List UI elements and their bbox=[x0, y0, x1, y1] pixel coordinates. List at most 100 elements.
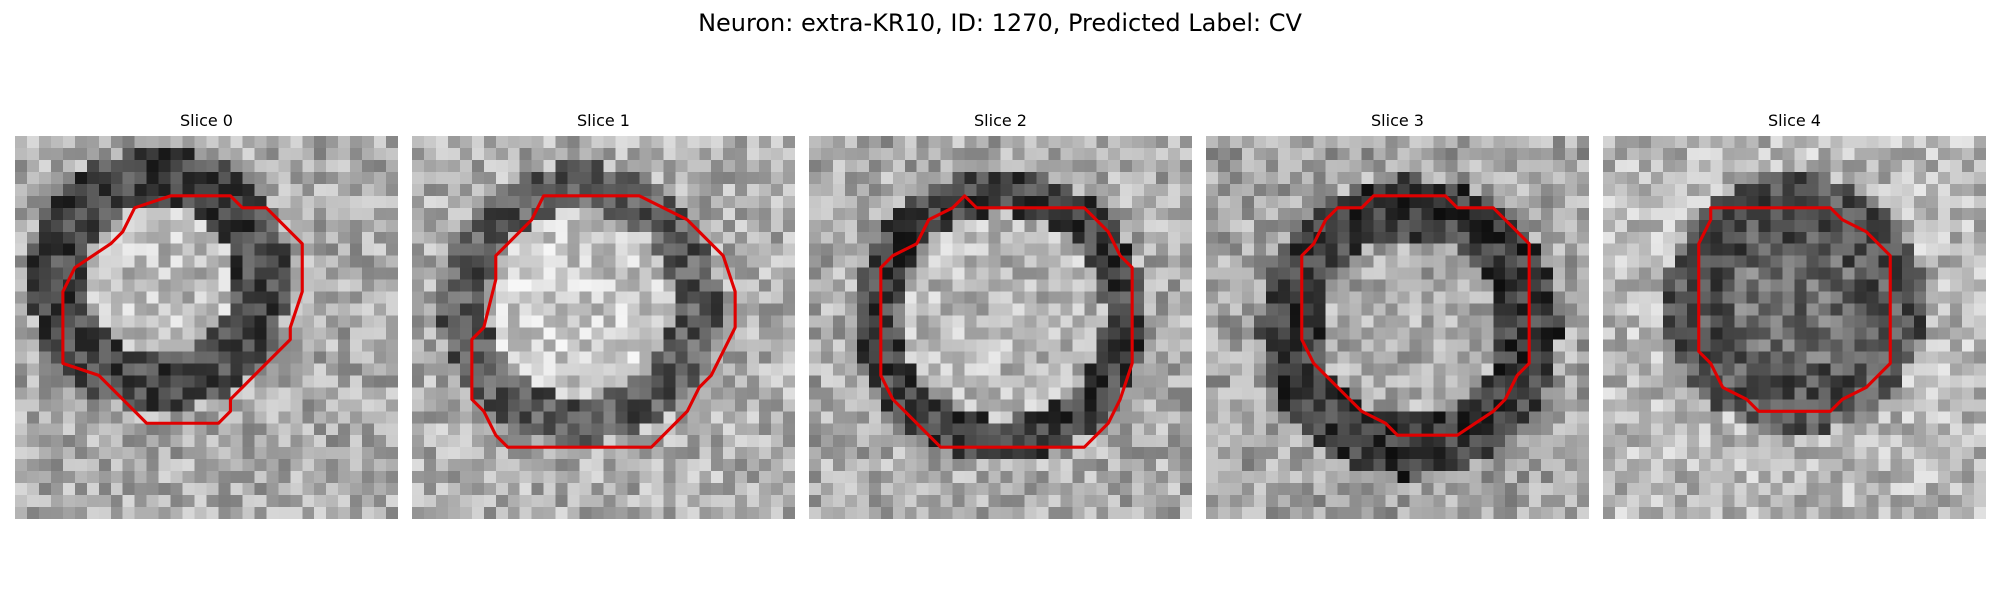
image-pixel bbox=[326, 183, 339, 197]
image-pixel bbox=[158, 159, 171, 173]
image-pixel bbox=[832, 303, 846, 316]
image-pixel bbox=[639, 387, 652, 400]
image-pixel bbox=[1084, 339, 1097, 352]
image-pixel bbox=[988, 375, 1001, 388]
image-pixel bbox=[194, 339, 207, 352]
image-pixel bbox=[1674, 231, 1688, 244]
image-pixel bbox=[1962, 147, 1975, 161]
image-pixel bbox=[1144, 147, 1157, 161]
image-pixel bbox=[1241, 171, 1255, 185]
image-pixel bbox=[86, 411, 100, 424]
image-pixel bbox=[1950, 363, 1963, 376]
image-pixel bbox=[711, 507, 724, 519]
image-pixel bbox=[1890, 315, 1903, 328]
image-pixel bbox=[38, 136, 52, 149]
image-pixel bbox=[771, 339, 784, 352]
image-pixel bbox=[423, 207, 437, 221]
image-pixel bbox=[110, 315, 123, 328]
image-pixel bbox=[1421, 447, 1434, 460]
image-pixel bbox=[374, 375, 387, 388]
image-pixel bbox=[62, 159, 76, 173]
image-pixel bbox=[603, 207, 616, 221]
image-pixel bbox=[1096, 363, 1109, 376]
image-pixel bbox=[1060, 183, 1073, 197]
image-pixel bbox=[723, 483, 736, 496]
image-pixel bbox=[916, 207, 929, 221]
image-pixel bbox=[1277, 471, 1291, 484]
image-pixel bbox=[1361, 291, 1374, 304]
image-pixel bbox=[783, 399, 795, 412]
image-pixel bbox=[1325, 255, 1338, 268]
image-pixel bbox=[278, 171, 291, 185]
image-pixel bbox=[1144, 291, 1157, 304]
image-pixel bbox=[687, 459, 700, 472]
image-pixel bbox=[1914, 411, 1927, 424]
image-pixel bbox=[50, 171, 64, 185]
image-pixel bbox=[1108, 159, 1121, 173]
image-pixel bbox=[1217, 375, 1231, 388]
image-pixel bbox=[1926, 411, 1939, 424]
image-pixel bbox=[50, 231, 64, 244]
image-pixel bbox=[194, 399, 207, 412]
image-pixel bbox=[856, 267, 870, 280]
image-pixel bbox=[820, 159, 834, 173]
image-pixel bbox=[1168, 363, 1181, 376]
image-pixel bbox=[1421, 159, 1434, 173]
image-pixel bbox=[699, 435, 712, 448]
image-pixel bbox=[809, 195, 822, 209]
image-pixel bbox=[1662, 195, 1676, 209]
image-pixel bbox=[459, 291, 473, 304]
image-pixel bbox=[1710, 219, 1723, 232]
image-pixel bbox=[302, 291, 315, 304]
image-pixel bbox=[1156, 507, 1169, 519]
image-pixel bbox=[1132, 315, 1145, 328]
image-pixel bbox=[1734, 375, 1747, 388]
image-pixel bbox=[1445, 315, 1458, 328]
image-pixel bbox=[254, 387, 267, 400]
image-pixel bbox=[1565, 411, 1578, 424]
image-pixel bbox=[976, 231, 989, 244]
image-pixel bbox=[1024, 495, 1037, 508]
image-pixel bbox=[1337, 231, 1350, 244]
image-pixel bbox=[1782, 411, 1795, 424]
image-pixel bbox=[759, 483, 772, 496]
image-pixel bbox=[1794, 339, 1807, 352]
image-pixel bbox=[964, 267, 977, 280]
image-pixel bbox=[711, 339, 724, 352]
image-pixel bbox=[134, 483, 147, 496]
image-pixel bbox=[1938, 411, 1951, 424]
image-pixel bbox=[254, 219, 267, 232]
image-pixel bbox=[471, 375, 485, 388]
image-pixel bbox=[723, 195, 736, 209]
image-pixel bbox=[1950, 315, 1963, 328]
image-pixel bbox=[110, 507, 123, 519]
image-pixel bbox=[1349, 243, 1362, 256]
image-pixel bbox=[134, 399, 147, 412]
image-pixel bbox=[1469, 459, 1482, 472]
image-pixel bbox=[687, 423, 700, 436]
image-pixel bbox=[38, 243, 52, 256]
image-pixel bbox=[146, 255, 159, 268]
image-pixel bbox=[1890, 339, 1903, 352]
image-pixel bbox=[1481, 267, 1494, 280]
image-pixel bbox=[1603, 255, 1616, 268]
image-pixel bbox=[1974, 243, 1986, 256]
image-pixel bbox=[531, 171, 544, 185]
image-pixel bbox=[1337, 507, 1350, 519]
image-pixel bbox=[952, 483, 965, 496]
image-pixel bbox=[1313, 159, 1326, 173]
image-pixel bbox=[412, 447, 425, 460]
image-pixel bbox=[1156, 315, 1169, 328]
image-pixel bbox=[1253, 279, 1267, 292]
image-pixel bbox=[759, 351, 772, 364]
image-pixel bbox=[1902, 363, 1915, 376]
image-pixel bbox=[1674, 375, 1688, 388]
image-pixel bbox=[1048, 507, 1061, 519]
image-pixel bbox=[1603, 447, 1616, 460]
image-pixel bbox=[98, 435, 111, 448]
image-pixel bbox=[988, 327, 1001, 340]
image-pixel bbox=[832, 315, 846, 328]
image-pixel bbox=[1505, 435, 1518, 448]
image-pixel bbox=[146, 327, 159, 340]
image-pixel bbox=[314, 279, 327, 292]
